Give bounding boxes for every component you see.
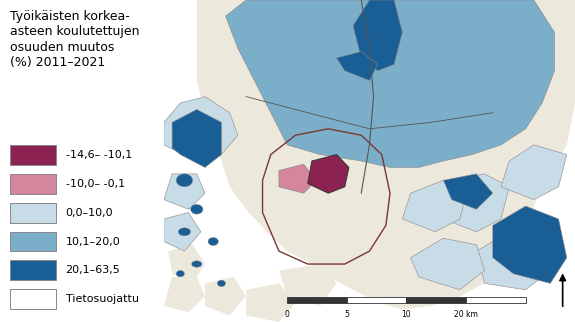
Ellipse shape <box>190 204 203 214</box>
Text: 5: 5 <box>344 310 349 319</box>
Polygon shape <box>205 277 246 316</box>
Bar <box>10 203 56 223</box>
Polygon shape <box>197 0 575 309</box>
Polygon shape <box>476 232 550 290</box>
Polygon shape <box>164 213 201 251</box>
Polygon shape <box>402 180 468 232</box>
Bar <box>407 297 466 303</box>
Polygon shape <box>411 238 485 290</box>
Bar <box>10 145 56 165</box>
Ellipse shape <box>191 261 202 267</box>
Polygon shape <box>443 174 509 232</box>
Text: 0: 0 <box>285 310 290 319</box>
Polygon shape <box>336 52 378 80</box>
Text: 0,0–10,0: 0,0–10,0 <box>66 207 113 218</box>
Polygon shape <box>164 97 238 161</box>
Text: Tietosuojattu: Tietosuojattu <box>66 294 139 305</box>
Polygon shape <box>501 145 567 200</box>
Polygon shape <box>493 206 567 283</box>
Polygon shape <box>168 245 205 283</box>
Polygon shape <box>164 97 238 161</box>
Text: 20,1–63,5: 20,1–63,5 <box>66 265 120 276</box>
Polygon shape <box>164 174 205 209</box>
Bar <box>466 297 526 303</box>
Polygon shape <box>279 164 316 193</box>
Polygon shape <box>353 0 402 71</box>
Text: 10,1–20,0: 10,1–20,0 <box>66 236 120 247</box>
Polygon shape <box>246 283 296 322</box>
Bar <box>288 297 347 303</box>
Text: -14,6– -10,1: -14,6– -10,1 <box>66 149 132 160</box>
Text: 10: 10 <box>401 310 411 319</box>
Bar <box>347 297 407 303</box>
Polygon shape <box>279 264 336 306</box>
Text: Työikäisten korkea-
asteen koulutettujen
osuuden muutos
(%) 2011–2021: Työikäisten korkea- asteen koulutettujen… <box>10 10 139 69</box>
Bar <box>10 174 56 194</box>
Polygon shape <box>308 155 349 193</box>
Ellipse shape <box>176 270 185 277</box>
Ellipse shape <box>208 238 218 246</box>
Ellipse shape <box>176 174 193 187</box>
Polygon shape <box>164 277 205 312</box>
Ellipse shape <box>217 280 225 287</box>
Text: -10,0– -0,1: -10,0– -0,1 <box>66 178 125 189</box>
Polygon shape <box>164 174 205 209</box>
Bar <box>10 232 56 251</box>
Polygon shape <box>164 213 201 251</box>
Ellipse shape <box>178 228 190 236</box>
Polygon shape <box>443 174 493 209</box>
Text: 20 km: 20 km <box>454 310 478 319</box>
Polygon shape <box>172 109 221 167</box>
Polygon shape <box>225 0 554 167</box>
Bar <box>10 289 56 309</box>
Bar <box>10 260 56 280</box>
